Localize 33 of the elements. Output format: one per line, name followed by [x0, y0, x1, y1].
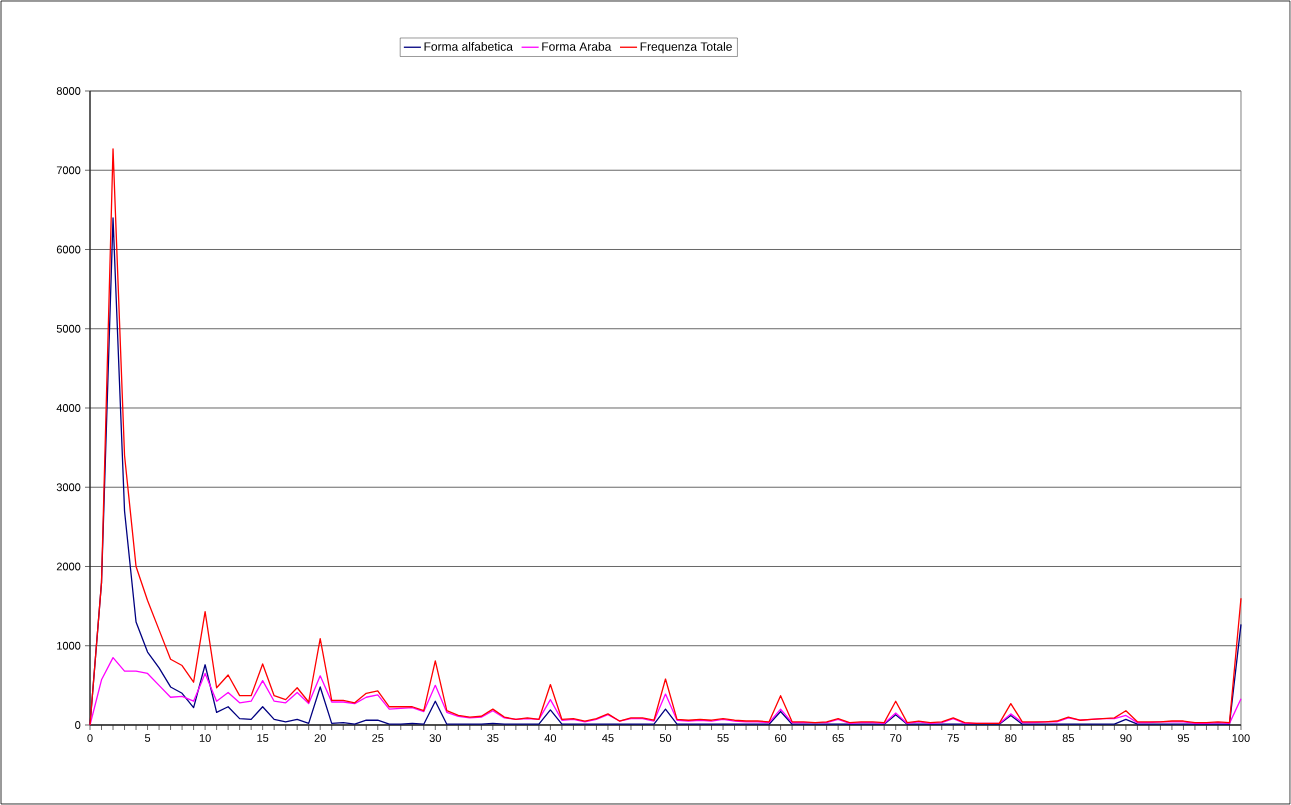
x-tick-label: 5 [144, 734, 151, 742]
x-tick-label: 30 [429, 734, 441, 742]
x-tick-label: 20 [314, 734, 326, 742]
y-tick-label: 4000 [56, 404, 81, 412]
x-tick-label: 95 [1177, 734, 1190, 742]
x-tick-label: 0 [87, 734, 93, 742]
x-tick-label: 45 [602, 734, 614, 742]
y-tick-label: 0 [75, 721, 81, 729]
x-tick-label: 50 [659, 734, 672, 742]
x-tick-label: 35 [487, 734, 499, 742]
x-tick-label: 85 [1062, 734, 1074, 742]
x-tick-label: 100 [1232, 734, 1250, 742]
y-tick-label: 7000 [56, 166, 81, 175]
x-tick-label: 75 [947, 734, 959, 742]
x-tick-label: 90 [1120, 734, 1132, 742]
x-tick-label: 70 [890, 734, 902, 742]
x-tick-label: 60 [775, 734, 787, 742]
y-tick-label: 3000 [56, 483, 81, 492]
y-tick-label: 8000 [56, 87, 81, 95]
x-tick-label: 15 [257, 734, 269, 742]
y-tick-label: 6000 [56, 245, 81, 254]
y-tick-label: 2000 [56, 562, 81, 571]
legend-label: Forma Araba [542, 42, 612, 51]
legend-label: Frequenza Totale [640, 42, 732, 54]
y-tick-label: 1000 [57, 641, 81, 650]
x-tick-label: 80 [1005, 734, 1017, 742]
y-tick-label: 5000 [56, 324, 81, 333]
x-tick-label: 65 [832, 734, 844, 742]
x-tick-label: 25 [372, 734, 384, 742]
x-tick-label: 10 [199, 734, 211, 742]
legend-label: Forma alfabetica [424, 42, 513, 51]
x-tick-label: 40 [544, 734, 557, 742]
x-tick-label: 55 [717, 734, 729, 742]
